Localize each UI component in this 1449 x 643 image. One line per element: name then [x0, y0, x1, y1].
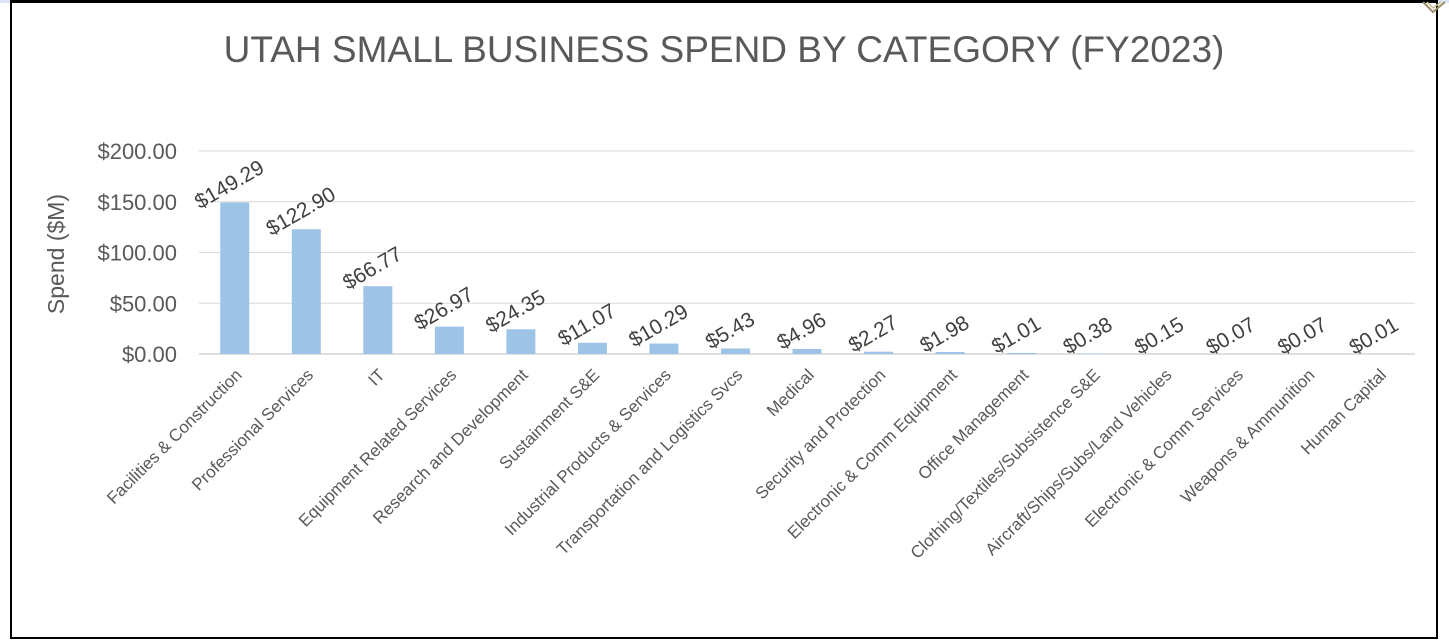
bar: [864, 351, 894, 354]
y-axis-ticks: $0.00 $50.00 $100.00 $150.00 $200.00: [97, 139, 177, 367]
data-label: $0.07: [1274, 313, 1331, 359]
data-label: $2.27: [845, 311, 902, 357]
y-tick-label: $0.00: [122, 342, 177, 367]
data-label: $0.38: [1059, 313, 1116, 359]
data-label: $0.01: [1345, 313, 1402, 359]
y-tick-label: $100.00: [97, 241, 177, 266]
bar: [220, 202, 250, 354]
y-tick-label: $200.00: [97, 139, 177, 164]
bar: [434, 326, 464, 354]
bar: [1007, 352, 1037, 354]
data-label: $1.98: [916, 311, 973, 357]
bar: [649, 343, 679, 354]
bar: [506, 329, 536, 354]
x-tick-label: Medical: [763, 365, 818, 420]
bar: [577, 342, 607, 354]
x-tick-label: Facilities & Construction: [103, 365, 245, 507]
bar: [720, 348, 750, 354]
data-label: $4.96: [773, 308, 830, 354]
gridlines: [199, 150, 1415, 355]
bars: [220, 202, 1394, 354]
bar: [363, 286, 393, 354]
bar: [792, 348, 822, 354]
y-tick-label: $150.00: [97, 190, 177, 215]
y-tick-label: $50.00: [110, 291, 177, 316]
chart-title: UTAH SMALL BUSINESS SPEND BY CATEGORY (F…: [224, 29, 1225, 70]
x-tick-label: IT: [365, 365, 389, 389]
data-label: $5.43: [702, 308, 759, 354]
data-label: $0.07: [1202, 313, 1259, 359]
corner-logo-icon: [1422, 1, 1446, 14]
x-tick-label: Weapons & Ammunition: [1177, 365, 1319, 507]
x-tick-label: Security and Protection: [752, 365, 890, 503]
bar: [935, 351, 965, 354]
bar: [291, 229, 321, 354]
data-label: $0.15: [1131, 313, 1188, 359]
x-tick-label: Professional Services: [188, 365, 317, 494]
y-axis-label: Spend ($M): [43, 194, 69, 314]
data-label: $1.01: [988, 312, 1045, 358]
